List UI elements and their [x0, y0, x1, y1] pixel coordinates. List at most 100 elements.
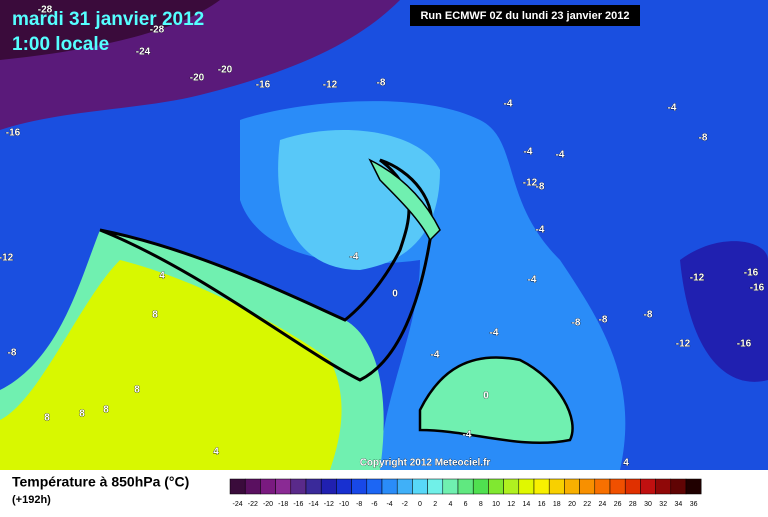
contour-label: -28: [38, 5, 53, 16]
color-tick-label: -12: [324, 501, 334, 508]
color-cell: [670, 478, 687, 495]
contour-labels: -28 -28 -24 -20 -20 -16 -12 -8 -4 -4 -16 -8 -4 -4 -12 -…: [0, 4, 765, 469]
contour-label: -4: [536, 225, 545, 236]
color-cell: [229, 478, 246, 495]
color-tick-label: 22: [583, 501, 591, 508]
contour-label: -24: [136, 47, 151, 58]
contour-label: -12: [0, 253, 14, 264]
color-tick-label: 12: [507, 501, 515, 508]
contour-label: 0: [392, 289, 398, 300]
color-cell: [488, 478, 504, 495]
contour-label: 8: [103, 405, 109, 416]
color-tick-label: 10: [492, 501, 500, 508]
color-cell: [594, 478, 611, 495]
contour-label: -8: [377, 78, 386, 89]
color-cell: [244, 478, 261, 495]
map-date: mardi 31 janvier 2012: [12, 9, 204, 30]
contour-label: -8: [599, 315, 608, 326]
legend-title: Température à 850hPa (°C): [12, 474, 189, 490]
contour-label: 4: [213, 447, 219, 458]
color-cell: [472, 478, 489, 495]
color-cell: [624, 478, 641, 495]
contour-label: -12: [323, 80, 338, 91]
color-cell: [366, 478, 383, 495]
color-tick-label: -4: [386, 501, 392, 508]
color-cell: [533, 478, 550, 495]
color-cell: [442, 478, 459, 495]
map: [0, 0, 768, 470]
color-cell: [260, 478, 276, 495]
color-cell: [396, 478, 413, 495]
contour-label: -20: [218, 65, 233, 76]
color-cell: [336, 478, 352, 495]
color-tick-label: -10: [339, 501, 349, 508]
color-tick-label: 28: [629, 501, 637, 508]
contour-label: -4: [524, 147, 533, 158]
contour-label: -16: [6, 128, 21, 139]
contour-label: -4: [528, 275, 537, 286]
contour-label: -4: [556, 150, 565, 161]
color-tick-label: 18: [553, 501, 561, 508]
color-cell: [518, 478, 535, 495]
contour-label: -20: [190, 73, 205, 84]
color-tick-label: 6: [464, 501, 468, 508]
contour-label: -8: [572, 318, 581, 329]
color-tick-label: 26: [614, 501, 622, 508]
contour-label: 8: [134, 385, 140, 396]
contour-label: -28: [150, 25, 165, 36]
field-coldest: [0, 0, 220, 60]
color-cell: [320, 478, 337, 495]
contour-label: -16: [256, 80, 271, 91]
color-tick-label: -18: [278, 501, 288, 508]
color-cell: [564, 478, 580, 495]
color-cell: [290, 478, 307, 495]
contour-label: 8: [79, 409, 85, 420]
color-tick-label: 30: [644, 501, 652, 508]
color-tick-label: 14: [523, 501, 531, 508]
contour-label: -16: [744, 268, 759, 279]
color-tick-label: 34: [675, 501, 683, 508]
zero-contour: [99, 158, 434, 382]
color-cell: [640, 478, 656, 495]
contour-label: -4: [668, 103, 677, 114]
contour-label: -4: [504, 99, 513, 110]
copyright: Copyright 2012 Meteociel.fr: [360, 458, 491, 469]
color-cell: [548, 478, 565, 495]
color-tick-label: -16: [293, 501, 303, 508]
contour-label: -16: [750, 283, 765, 294]
color-tick-label: 2: [433, 501, 437, 508]
color-tick-label: 36: [690, 501, 698, 508]
field-cyan: [278, 130, 440, 270]
contour-label: -12: [690, 273, 705, 284]
contour-label: 8: [152, 310, 158, 321]
field-yellow: [0, 260, 342, 470]
color-cell: [655, 478, 672, 495]
contour-label: 4: [623, 458, 629, 469]
color-cell: [457, 478, 474, 495]
contour-label: 8: [44, 413, 50, 424]
contour-label: -8: [8, 348, 17, 359]
legend-lead: (+192h): [12, 494, 51, 506]
contour-label: -16: [737, 339, 752, 350]
colorbar: -24 -22 -20 -18 -16 -14 -12 -10 -8 -6 -4 -2 0 2 4 6 8 10 1…: [229, 478, 702, 508]
contour-label: 0: [483, 391, 489, 402]
color-tick-label: -24: [233, 501, 243, 508]
britain: [368, 158, 441, 242]
color-cell: [685, 478, 702, 495]
color-tick-label: -14: [309, 501, 319, 508]
color-cell: [609, 478, 626, 495]
color-cell: [427, 478, 444, 495]
contour-label: -4: [463, 430, 472, 441]
run-box: [410, 5, 640, 26]
color-tick-label: -22: [248, 501, 258, 508]
color-cell: [579, 478, 596, 495]
color-tick-label: -2: [402, 501, 408, 508]
contour-label: -12: [523, 178, 538, 189]
color-tick-label: -20: [263, 501, 273, 508]
field-east-cold: [680, 241, 768, 382]
color-tick-label: 8: [479, 501, 483, 508]
color-cell: [412, 478, 428, 495]
color-cell: [381, 478, 398, 495]
color-tick-label: 16: [538, 501, 546, 508]
color-tick-label: 32: [659, 501, 667, 508]
